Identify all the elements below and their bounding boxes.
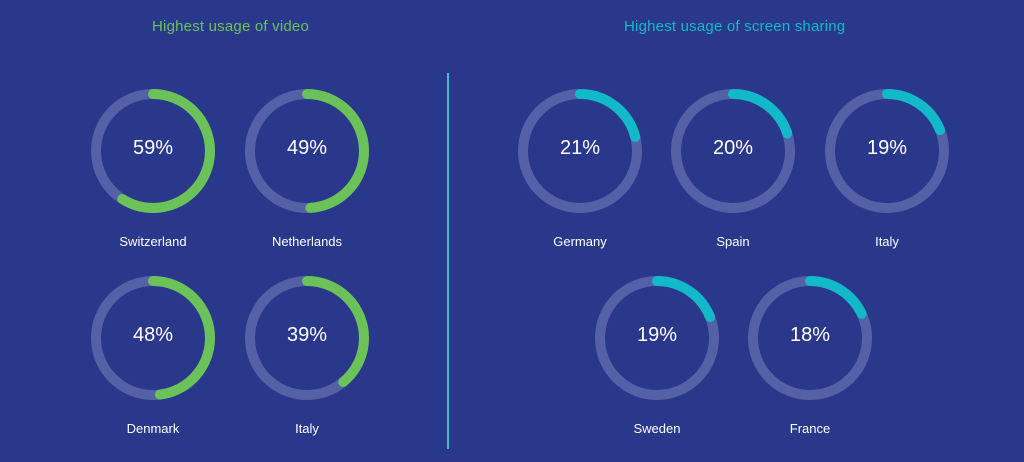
donut-country-label: Italy [295,421,319,436]
donut-svg [518,89,642,213]
donut-value-arc [748,276,872,400]
video-donut-italy: 39% Italy [227,274,387,444]
donut-value-arc [595,276,719,400]
donut-svg [671,89,795,213]
donut-percent-label: 59% [132,137,174,159]
donut-value-arc [91,89,215,213]
donut-svg [748,276,872,400]
donut-percent-label: 39% [286,324,328,346]
video-donut-denmark: 48% Denmark [73,274,233,444]
donut-svg [825,89,949,213]
donut-country-label: Italy [875,234,899,249]
donut-country-label: France [789,421,831,436]
donut-percent-label: 21% [559,137,601,159]
donut-value-arc [671,89,795,213]
donut-country-label: Spain [716,234,750,249]
donut-svg [595,276,719,400]
donut-svg [91,276,215,400]
sharing-donut-spain: 20% Spain [653,87,813,257]
donut-percent-label: 49% [286,137,328,159]
donut-country-label: Germany [553,234,607,249]
donut-value-arc [825,89,949,213]
donut-svg [245,276,369,400]
sharing-section-title: Highest usage of screen sharing [624,18,846,35]
donut-country-label: Sweden [633,421,681,436]
donut-country-label: Switzerland [119,234,187,249]
donut-svg [91,89,215,213]
donut-percent-label: 48% [132,324,174,346]
video-donut-switzerland: 59% Switzerland [73,87,233,257]
donut-country-label: Netherlands [271,234,343,249]
sharing-donut-sweden: 19% Sweden [577,274,737,444]
section-divider [447,73,449,449]
donut-percent-label: 20% [712,137,754,159]
donut-percent-label: 18% [789,324,831,346]
sharing-donut-germany: 21% Germany [500,87,660,257]
donut-percent-label: 19% [866,137,908,159]
sharing-donut-italy: 19% Italy [807,87,967,257]
donut-country-label: Denmark [126,421,180,436]
donut-svg [245,89,369,213]
video-donut-netherlands: 49% Netherlands [227,87,387,257]
donut-value-arc [245,276,369,400]
donut-value-arc [245,89,369,213]
donut-value-arc [518,89,642,213]
video-section-title: Highest usage of video [152,18,310,35]
donut-percent-label: 19% [636,324,678,346]
sharing-donut-france: 18% France [730,274,890,444]
donut-value-arc [91,276,215,400]
